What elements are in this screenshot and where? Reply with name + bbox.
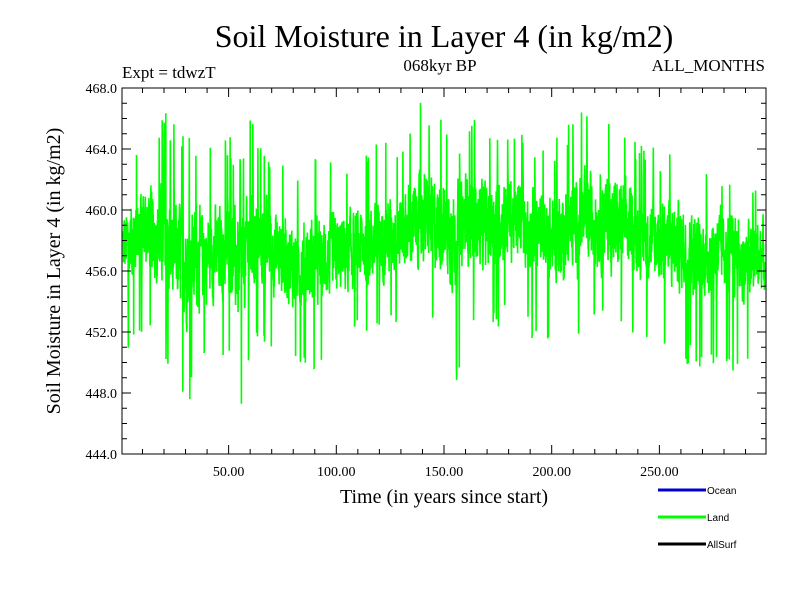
- experiment-label: Expt = tdwzT: [122, 63, 216, 82]
- x-axis-ticks: 50.00 100.00 150.00 200.00 250.00: [141, 88, 747, 480]
- y-tick-label: 468.0: [86, 82, 118, 97]
- x-tick-label: 250.00: [640, 465, 679, 480]
- x-tick-label: 100.00: [317, 465, 356, 480]
- series-layer: [122, 102, 766, 404]
- legend-label-land: Land: [707, 513, 729, 524]
- y-tick-label: 444.0: [86, 448, 118, 463]
- period-label: ALL_MONTHS: [652, 56, 765, 75]
- y-axis-ticks: 444.0 448.0 452.0 456.0 460.0 464.0 468.0: [86, 82, 766, 463]
- series-line-land: [122, 102, 766, 404]
- y-tick-label: 460.0: [86, 204, 118, 219]
- legend-label-ocean: Ocean: [707, 486, 736, 497]
- x-tick-label: 150.00: [425, 465, 464, 480]
- chart-subtitle: 068kyr BP: [403, 56, 476, 75]
- legend-label-allsurf: AllSurf: [707, 540, 737, 551]
- x-tick-label: 50.00: [213, 465, 245, 480]
- x-tick-label: 200.00: [532, 465, 571, 480]
- x-axis-label: Time (in years since start): [340, 486, 548, 508]
- y-tick-label: 456.0: [86, 265, 118, 280]
- y-tick-label: 452.0: [86, 326, 118, 341]
- y-tick-label: 448.0: [86, 387, 118, 402]
- y-tick-label: 464.0: [86, 143, 118, 158]
- plot-area: 444.0 448.0 452.0 456.0 460.0 464.0 468.0 50.0…: [86, 82, 767, 480]
- chart-title: Soil Moisture in Layer 4 (in kg/m2): [215, 18, 674, 54]
- y-axis-label: Soil Moisture in Layer 4 (in kg/m2): [43, 128, 65, 415]
- legend: Ocean Land AllSurf: [658, 486, 737, 551]
